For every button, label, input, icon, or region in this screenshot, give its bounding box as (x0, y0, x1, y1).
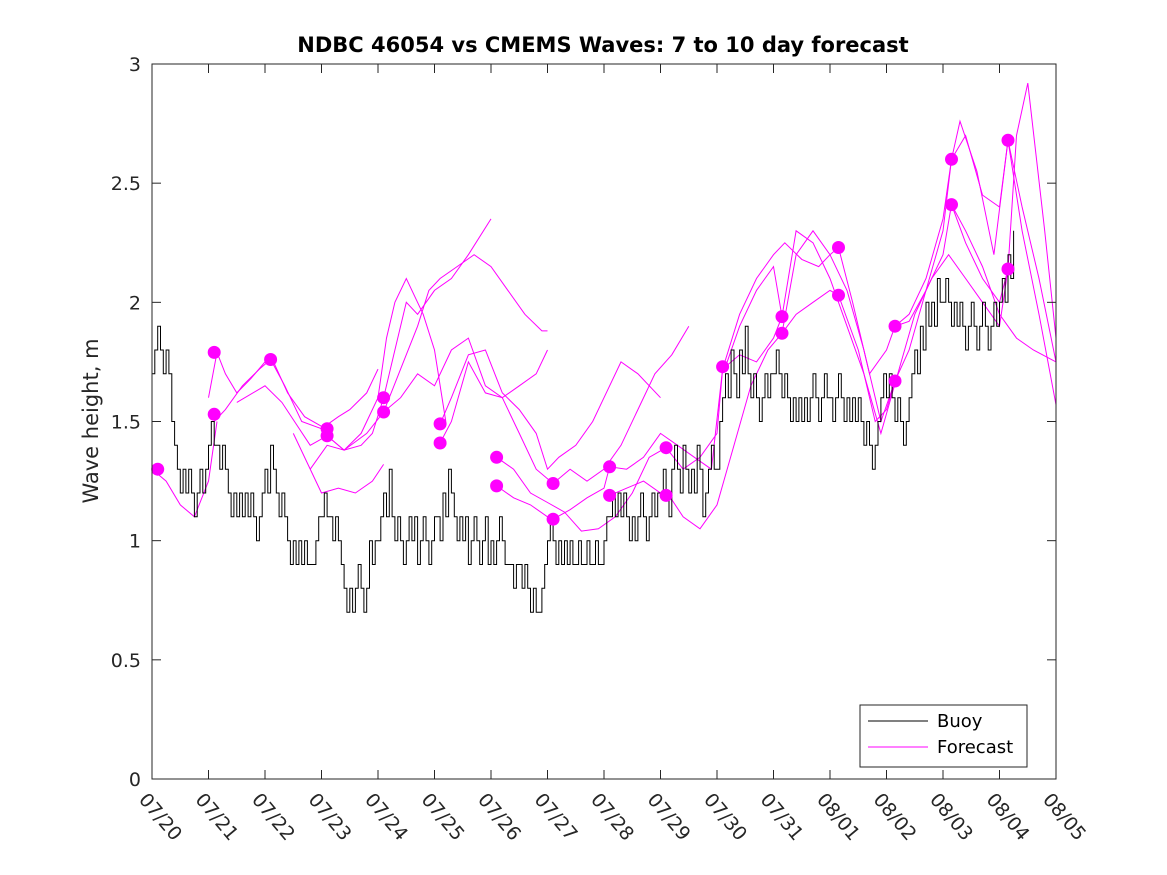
forecast-marker-15 (603, 460, 617, 474)
forecast-marker-12 (490, 479, 504, 493)
forecast-marker-1 (151, 462, 165, 476)
forecast-line-8 (383, 254, 548, 413)
forecast-marker-14 (546, 512, 560, 526)
forecast-marker-28 (1001, 133, 1015, 147)
legend-forecast-label: Forecast (937, 737, 1013, 758)
forecast-marker-13 (546, 477, 560, 490)
chart-title: NDBC 46054 vs CMEMS Waves: 7 to 10 day f… (297, 33, 908, 57)
forecast-marker-3 (207, 407, 221, 421)
y-tick-label: 2 (129, 292, 141, 314)
y-tick-label: 3 (129, 54, 141, 76)
legend-box (859, 704, 1028, 768)
forecast-marker-24 (888, 319, 902, 333)
buoy-series (152, 230, 1015, 613)
forecast-marker-19 (716, 360, 730, 374)
y-tick-label: 0 (129, 769, 141, 791)
forecast-marker-4 (264, 353, 278, 366)
forecast-line-5 (292, 433, 385, 494)
forecast-marker-16 (603, 488, 617, 502)
forecast-marker-20 (775, 310, 789, 324)
axis-ticks (151, 63, 1057, 780)
y-axis-labels: 0 0.5 1 1.5 2 2.5 3 (111, 54, 141, 791)
forecast-markers (151, 133, 1015, 526)
forecast-marker-29 (1001, 262, 1015, 276)
forecast-marker-10 (433, 436, 447, 450)
forecast-line-10 (439, 325, 690, 485)
forecast-line-3 (213, 358, 379, 430)
plot-area (151, 63, 1057, 780)
forecast-marker-9 (433, 417, 447, 431)
forecast-marker-7 (377, 391, 391, 405)
forecast-marker-8 (377, 405, 391, 419)
forecast-line-17 (894, 119, 1057, 405)
y-tick-label: 0.5 (111, 650, 141, 672)
forecast-marker-25 (888, 374, 902, 388)
forecast-marker-23 (832, 288, 845, 302)
forecast-marker-17 (659, 441, 673, 455)
y-tick-label: 1.5 (111, 412, 141, 434)
forecast-marker-18 (659, 488, 673, 502)
forecast-line-7 (326, 337, 548, 451)
forecast-line-14 (725, 229, 1009, 436)
forecast-marker-22 (832, 241, 845, 254)
forecast-marker-21 (775, 326, 789, 340)
axes-background (152, 64, 1056, 779)
y-tick-label: 2.5 (111, 173, 141, 195)
forecast-marker-26 (945, 152, 958, 166)
legend-buoy-label: Buoy (937, 711, 983, 732)
forecast-marker-11 (490, 450, 504, 464)
forecast-marker-6 (320, 429, 334, 443)
buoy-line (152, 230, 1015, 613)
y-tick-label: 1 (129, 531, 141, 553)
y-axis-title: Wave height, m (79, 338, 103, 503)
legend: Buoy Forecast (859, 704, 1028, 768)
forecast-marker-2 (207, 345, 221, 359)
forecast-marker-27 (945, 198, 958, 212)
forecast-line-1 (151, 421, 218, 518)
forecast-line-9 (439, 349, 661, 471)
forecast-line-4 (236, 277, 447, 451)
